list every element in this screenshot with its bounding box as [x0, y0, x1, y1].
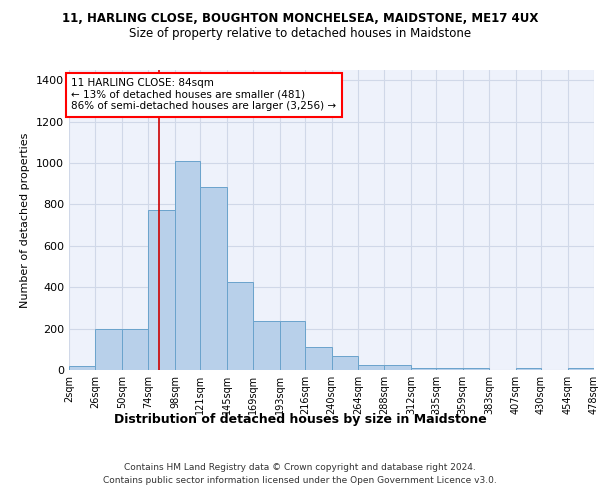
- Text: Contains HM Land Registry data © Crown copyright and database right 2024.: Contains HM Land Registry data © Crown c…: [124, 462, 476, 471]
- Bar: [385, 365, 411, 370]
- Bar: [568, 368, 594, 370]
- Bar: [95, 328, 122, 370]
- Bar: [69, 366, 95, 370]
- Y-axis label: Number of detached properties: Number of detached properties: [20, 132, 31, 308]
- Bar: [200, 187, 227, 370]
- Bar: [305, 347, 331, 370]
- Bar: [122, 328, 148, 370]
- Text: Distribution of detached houses by size in Maidstone: Distribution of detached houses by size …: [113, 412, 487, 426]
- Bar: [280, 322, 305, 370]
- Bar: [463, 368, 489, 370]
- Bar: [227, 282, 253, 370]
- Bar: [358, 365, 385, 370]
- Bar: [175, 161, 200, 370]
- Text: Contains public sector information licensed under the Open Government Licence v3: Contains public sector information licen…: [103, 476, 497, 485]
- Text: Size of property relative to detached houses in Maidstone: Size of property relative to detached ho…: [129, 28, 471, 40]
- Bar: [411, 368, 436, 370]
- Bar: [515, 368, 541, 370]
- Bar: [436, 368, 463, 370]
- Bar: [253, 322, 280, 370]
- Text: 11 HARLING CLOSE: 84sqm
← 13% of detached houses are smaller (481)
86% of semi-d: 11 HARLING CLOSE: 84sqm ← 13% of detache…: [71, 78, 337, 112]
- Text: 11, HARLING CLOSE, BOUGHTON MONCHELSEA, MAIDSTONE, ME17 4UX: 11, HARLING CLOSE, BOUGHTON MONCHELSEA, …: [62, 12, 538, 26]
- Bar: [331, 356, 358, 370]
- Bar: [148, 210, 175, 370]
